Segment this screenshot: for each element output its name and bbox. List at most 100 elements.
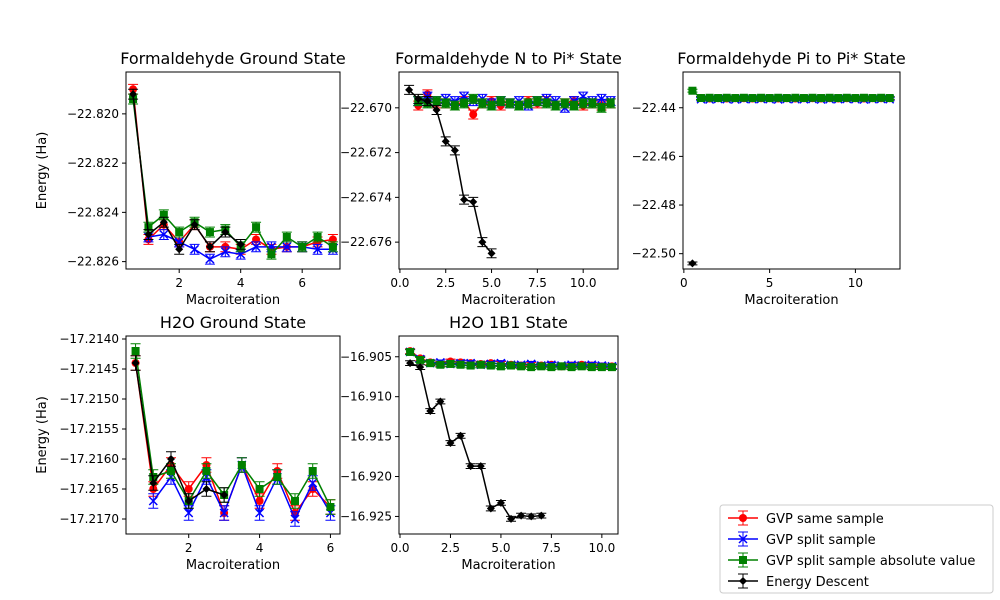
series-energy-descent bbox=[130, 355, 230, 509]
data-point bbox=[446, 438, 455, 447]
legend-marker bbox=[739, 514, 747, 522]
legend-marker bbox=[739, 556, 747, 564]
data-point bbox=[851, 94, 860, 103]
data-point bbox=[515, 101, 524, 110]
data-point bbox=[774, 93, 783, 102]
data-point bbox=[486, 361, 495, 370]
data-point bbox=[496, 362, 505, 371]
series-gvp-split-sample-absolute-value bbox=[128, 93, 338, 260]
data-point bbox=[423, 97, 432, 106]
data-point bbox=[414, 94, 423, 103]
data-point bbox=[190, 244, 200, 254]
x-axis-label: Macroiteration bbox=[186, 293, 280, 308]
data-point bbox=[476, 360, 485, 369]
data-point bbox=[131, 359, 140, 367]
data-point bbox=[159, 210, 168, 219]
series-line bbox=[152, 462, 332, 521]
data-point bbox=[175, 245, 184, 254]
data-point bbox=[426, 407, 435, 416]
data-point bbox=[175, 228, 184, 237]
legend-entry-gvp-same-sample: GVP same sample bbox=[728, 510, 884, 527]
data-point bbox=[579, 99, 588, 108]
data-point bbox=[722, 93, 731, 102]
data-point bbox=[469, 94, 478, 103]
data-point bbox=[205, 254, 215, 264]
series-gvp-split-sample-absolute-value bbox=[413, 93, 616, 113]
data-point bbox=[748, 94, 757, 103]
data-point bbox=[739, 93, 748, 102]
data-point bbox=[282, 242, 292, 252]
subplot-formaldehyde-n-to-pi-state: 0.0 2.5 5.0 7.5 10.0 −22.670 −22.672 −22.674 −22… bbox=[340, 49, 622, 308]
data-point bbox=[469, 110, 478, 119]
data-point bbox=[441, 99, 450, 108]
x-tick-label: 6 bbox=[327, 541, 335, 555]
y-tick-label: −22.824 bbox=[67, 205, 119, 219]
legend-box bbox=[719, 504, 994, 594]
data-point bbox=[220, 247, 230, 257]
legend: GVP same sample GVP split sample GVP split… bbox=[719, 504, 994, 594]
data-point bbox=[476, 462, 485, 471]
data-point bbox=[799, 94, 808, 103]
legend-label: GVP split sample bbox=[766, 533, 876, 548]
y-tick-label: −22.674 bbox=[340, 190, 392, 204]
data-point bbox=[877, 93, 886, 102]
data-point bbox=[131, 347, 140, 355]
data-point bbox=[597, 103, 606, 112]
axes-frame bbox=[398, 335, 619, 535]
data-point bbox=[567, 363, 576, 372]
x-tick-label: 2.5 bbox=[441, 541, 460, 555]
series-line bbox=[134, 350, 332, 508]
plot-area bbox=[405, 347, 617, 523]
data-point bbox=[326, 503, 335, 511]
data-point bbox=[220, 491, 229, 499]
legend-marker bbox=[739, 577, 747, 585]
series-gvp-same-sample bbox=[130, 355, 336, 521]
series-line bbox=[418, 98, 611, 109]
data-point bbox=[290, 514, 300, 524]
data-point bbox=[456, 431, 465, 440]
data-point bbox=[298, 242, 307, 251]
y-tick-label: −17.2155 bbox=[59, 422, 119, 436]
data-point bbox=[757, 93, 766, 102]
data-point bbox=[588, 99, 597, 108]
y-tick-label: −22.676 bbox=[340, 235, 392, 249]
data-point bbox=[486, 504, 495, 513]
subplot-formaldehyde-ground-state: 2 4 6 −22.820 −22.822 −22.824 −22.826 Formaldeh… bbox=[35, 49, 346, 308]
legend-label: GVP same sample bbox=[766, 512, 884, 527]
subplot-h2o-ground-state: 2 4 6 −17.2140 −17.2145 −17.2150 −17.2155 −17.2… bbox=[35, 313, 341, 573]
series-gvp-same-sample bbox=[128, 83, 338, 255]
data-point bbox=[527, 512, 536, 521]
data-point bbox=[817, 94, 826, 103]
data-point bbox=[460, 99, 469, 108]
data-point bbox=[487, 101, 496, 110]
data-point bbox=[441, 137, 450, 146]
subplot-title: H2O Ground State bbox=[160, 313, 306, 332]
y-tick-label: −17.2140 bbox=[59, 332, 119, 346]
data-point bbox=[765, 94, 774, 103]
x-tick-label: 0.0 bbox=[390, 541, 409, 555]
x-tick-label: 2 bbox=[185, 541, 193, 555]
data-point bbox=[577, 362, 586, 371]
data-point bbox=[450, 101, 459, 110]
data-point bbox=[688, 259, 697, 268]
data-point bbox=[436, 397, 445, 406]
data-point bbox=[714, 94, 723, 103]
data-point bbox=[149, 479, 158, 487]
x-tick-label: 10 bbox=[848, 276, 863, 290]
x-tick-label: 0.0 bbox=[390, 276, 409, 290]
x-tick-label: 2 bbox=[175, 276, 183, 290]
y-tick-label: −16.920 bbox=[340, 470, 392, 484]
x-tick-label: 4 bbox=[256, 541, 264, 555]
y-axis-label: Energy (Ha) bbox=[35, 396, 50, 474]
axes-frame bbox=[398, 71, 619, 270]
subplot-grid: 2 4 6 −22.820 −22.822 −22.824 −22.826 Formaldeh… bbox=[35, 49, 906, 573]
data-point bbox=[313, 244, 323, 254]
data-point bbox=[460, 195, 469, 204]
x-axis-label: Macroiteration bbox=[186, 558, 280, 573]
data-point bbox=[291, 497, 300, 505]
subplot-title: Formaldehyde Ground State bbox=[120, 49, 346, 68]
data-point bbox=[507, 361, 516, 370]
data-point bbox=[547, 363, 556, 372]
y-tick-label: −16.910 bbox=[340, 390, 392, 404]
x-tick-label: 10.0 bbox=[570, 276, 597, 290]
